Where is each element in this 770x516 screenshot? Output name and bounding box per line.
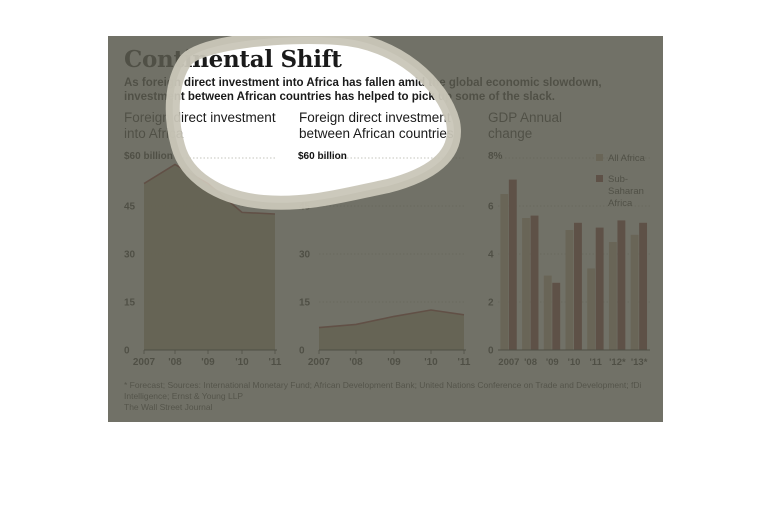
chart3-bar-all-africa [565, 230, 574, 350]
chart3-y-tick-label: 0 [488, 346, 494, 357]
chart1-y-tick-label: 0 [124, 346, 130, 357]
chart3-x-tick-label: '08 [524, 357, 537, 368]
legend-label-all-africa: All Africa [608, 153, 646, 164]
chart1-y-tick-label: 45 [124, 202, 136, 213]
legend-swatch-sub-saharan [596, 175, 603, 182]
chart3-bar-all-africa [630, 234, 639, 350]
chart3-x-tick-label: '11 [590, 357, 603, 368]
chart1-x-tick-label: '09 [201, 357, 215, 368]
chart2-x-tick-label: '09 [387, 357, 401, 368]
legend-label-sub-saharan: Sub-Saharan Africa [608, 174, 647, 209]
charts-canvas: 45301502007'08'09'10'1145301502007'08'09… [124, 153, 650, 368]
chart3-bar-sub-saharan [617, 220, 626, 350]
chart3-bar-all-africa [543, 275, 552, 350]
chart1-x-tick-label: 2007 [133, 357, 156, 368]
chart2-y-tick-label: 15 [299, 298, 311, 309]
chart2-x-tick-label: '08 [349, 357, 363, 368]
chart2-y-tick-label: 30 [299, 250, 311, 261]
chart1-x-tick-label: '11 [269, 357, 282, 368]
chart3-x-tick-label: '13* [631, 357, 648, 368]
chart1-y-tick-label: 30 [124, 250, 136, 261]
chart3-y-tick-label: 6 [488, 202, 494, 213]
chart3-x-tick-label: 2007 [498, 357, 519, 368]
footnote: * Forecast; Sources: International Monet… [124, 380, 642, 401]
chart3-y-tick-label: 2 [488, 298, 494, 309]
chart2-x-tick-label: 2007 [308, 357, 331, 368]
chart2-x-tick-label: '10 [424, 357, 438, 368]
chart2-x-tick-label: '11 [458, 357, 471, 368]
chart3-bar-all-africa [587, 268, 596, 350]
chart1-x-tick-label: '10 [235, 357, 249, 368]
chart3-y-tick-label: 4 [488, 250, 494, 261]
chart3-bar-sub-saharan [508, 179, 517, 350]
legend-swatch-all-africa [596, 154, 603, 161]
chart1-area [144, 164, 275, 350]
chart2-y-tick-label: 0 [299, 346, 305, 357]
chart2-area [319, 310, 464, 350]
chart3-x-tick-label: '10 [568, 357, 581, 368]
chart1-y-tick-label: 15 [124, 298, 136, 309]
chart2-y-tick-label: 45 [299, 202, 311, 213]
chart3-bar-sub-saharan [639, 222, 648, 350]
chart3-bar-all-africa [500, 194, 509, 350]
chart1-x-tick-label: '08 [168, 357, 182, 368]
chart3-bar-sub-saharan [574, 222, 582, 350]
chart3-x-tick-label: '12* [609, 357, 626, 368]
chart3-bar-sub-saharan [595, 227, 604, 350]
chart3-bar-all-africa [522, 218, 530, 350]
chart3-bar-all-africa [608, 242, 617, 350]
chart3-x-tick-label: '09 [546, 357, 559, 368]
infographic-panel: Continental Shift As foreign direct inve… [108, 36, 663, 422]
chart3-bar-sub-saharan [552, 282, 561, 350]
chart3-bar-sub-saharan [530, 215, 539, 350]
source-credit: The Wall Street Journal [124, 402, 213, 412]
